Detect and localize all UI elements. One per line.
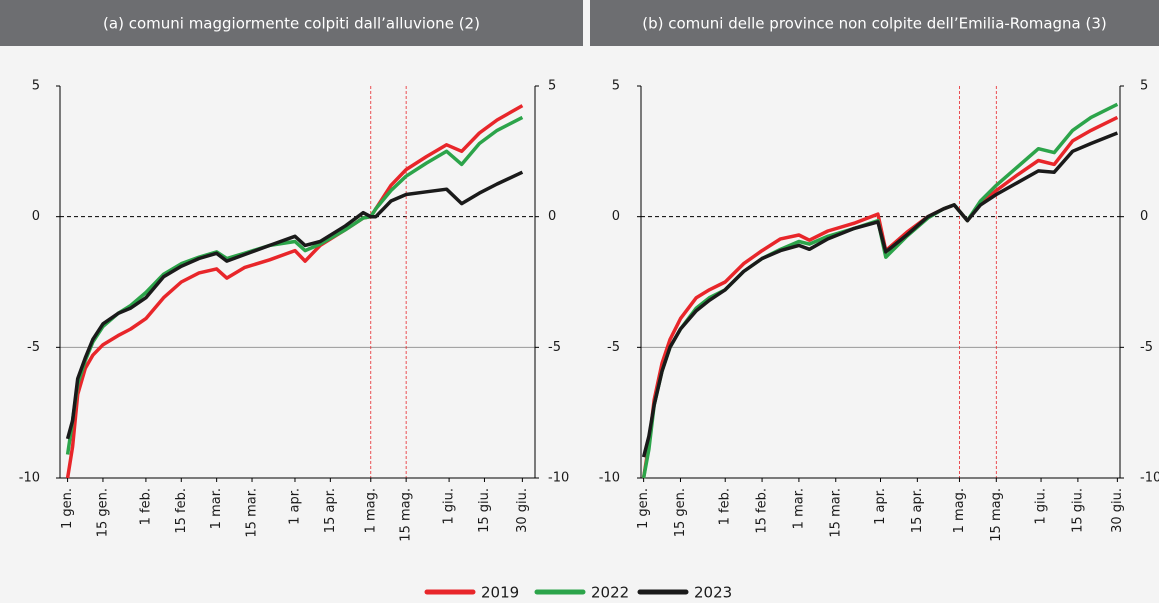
y-tick-label-right: -10 bbox=[548, 471, 569, 486]
panel-title: (a) comuni maggiormente colpiti dall’all… bbox=[103, 15, 480, 33]
x-tick-label: 30 giu. bbox=[1110, 488, 1125, 533]
x-tick-label: 15 feb. bbox=[174, 488, 189, 534]
y-tick-label: -10 bbox=[599, 471, 620, 486]
y-tick-label: -5 bbox=[607, 340, 620, 355]
series-line bbox=[641, 131, 1119, 458]
series-line bbox=[641, 102, 1119, 479]
legend-label: 2019 bbox=[481, 584, 519, 602]
x-tick-label: 1 giu. bbox=[442, 488, 457, 525]
panel-title: (b) comuni delle province non colpite de… bbox=[642, 15, 1107, 33]
x-tick-label: 1 apr. bbox=[873, 488, 888, 525]
y-tick-label: 5 bbox=[32, 79, 40, 94]
y-tick-label-right: 0 bbox=[1140, 209, 1148, 224]
x-tick-label: 15 mar. bbox=[245, 488, 260, 538]
x-tick-label: 15 giu. bbox=[477, 488, 492, 533]
x-tick-label: 15 apr. bbox=[323, 488, 338, 533]
x-tick-label: 15 feb. bbox=[755, 488, 770, 534]
x-tick-label: 1 mar. bbox=[791, 488, 806, 529]
x-tick-label: 1 apr. bbox=[287, 488, 302, 525]
series-line bbox=[65, 115, 524, 455]
x-tick-label: 1 feb. bbox=[138, 488, 153, 525]
legend-label: 2022 bbox=[591, 584, 629, 602]
x-tick-label: 1 mar. bbox=[209, 488, 224, 529]
x-tick-label: 1 gen. bbox=[636, 488, 651, 529]
x-tick-label: 15 mag. bbox=[399, 488, 414, 542]
series-line bbox=[641, 115, 1119, 479]
x-tick-label: 15 gen. bbox=[95, 488, 110, 537]
x-tick-label: 15 mar. bbox=[828, 488, 843, 538]
panel-header bbox=[590, 0, 1159, 46]
y-tick-label-right: 5 bbox=[1140, 79, 1148, 94]
x-tick-label: 1 giu. bbox=[1034, 488, 1049, 525]
x-tick-label: 1 mag. bbox=[363, 488, 378, 533]
panel-header bbox=[0, 0, 583, 46]
x-tick-label: 1 gen. bbox=[60, 488, 75, 529]
y-tick-label: 0 bbox=[612, 209, 620, 224]
y-tick-label: -5 bbox=[27, 340, 40, 355]
x-tick-label: 15 gen. bbox=[673, 488, 688, 537]
x-tick-label: 15 mag. bbox=[989, 488, 1004, 542]
y-tick-label-right: 0 bbox=[548, 209, 556, 224]
x-tick-label: 15 apr. bbox=[910, 488, 925, 533]
y-tick-label-right: -5 bbox=[1140, 340, 1153, 355]
legend-label: 2023 bbox=[694, 584, 732, 602]
y-tick-label-right: -10 bbox=[1140, 471, 1159, 486]
series-line bbox=[65, 104, 524, 479]
y-tick-label: 0 bbox=[32, 209, 40, 224]
series-line bbox=[65, 170, 524, 440]
y-tick-label-right: -5 bbox=[548, 340, 561, 355]
x-tick-label: 15 giu. bbox=[1070, 488, 1085, 533]
y-tick-label: -10 bbox=[19, 471, 40, 486]
y-tick-label: 5 bbox=[612, 79, 620, 94]
x-tick-label: 30 giu. bbox=[515, 488, 530, 533]
y-tick-label-right: 5 bbox=[548, 79, 556, 94]
x-tick-label: 1 mag. bbox=[952, 488, 967, 533]
x-tick-label: 1 feb. bbox=[718, 488, 733, 525]
